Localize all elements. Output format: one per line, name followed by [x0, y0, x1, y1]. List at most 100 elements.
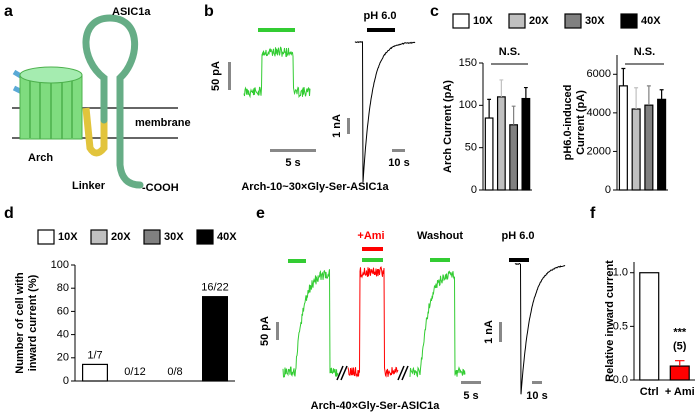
annotation: N.S.: [634, 46, 655, 58]
caption: Arch-40×Gly-Ser-ASIC1a: [311, 400, 441, 412]
error-bar: [621, 67, 626, 86]
y-axis-label: Current (pA): [575, 90, 587, 155]
y-tick-label: 80: [57, 282, 69, 294]
error-bar: [675, 360, 685, 367]
bar: [496, 96, 506, 191]
legend-label: 30X: [585, 15, 605, 27]
y-axis-label: inward current (%): [27, 274, 39, 371]
annotation: N.S.: [499, 46, 520, 58]
y-tick-label: 0: [471, 184, 477, 196]
legend-label: 20X: [529, 15, 549, 27]
bar: [81, 363, 108, 382]
diagram-label: ASIC1a: [112, 6, 151, 18]
scale-label: 10 s: [526, 390, 547, 402]
trace-panel: 50 pA 5 s pH 6.0 1 nA 10 s Arch-10~30×Gl…: [210, 10, 410, 193]
stimulus-label: pH 6.0: [501, 230, 534, 242]
legend-label: 40X: [641, 15, 661, 27]
legend-swatch: [508, 13, 526, 29]
error-bar: [511, 105, 516, 125]
legend-label: 10X: [58, 231, 78, 243]
legend-swatch: [196, 229, 214, 245]
panel-label: b: [204, 3, 214, 20]
y-tick-label: 6000: [587, 68, 611, 80]
diagram-label: Arch: [28, 152, 53, 164]
legend-label: 20X: [111, 231, 131, 243]
annotation: ***: [673, 327, 687, 339]
scale-label: 5 s: [285, 157, 300, 169]
error-bar: [487, 98, 492, 119]
trace: [282, 269, 339, 378]
trace: [514, 262, 566, 395]
scale-label: 1 nA: [483, 320, 495, 344]
scale-label: 10 s: [388, 157, 409, 169]
stimulus-label: Washout: [417, 230, 463, 242]
diagram: ASIC1a membrane Arch Linker -COOH: [12, 6, 191, 194]
legend-swatch: [37, 229, 55, 245]
panel-label: c: [430, 3, 439, 20]
y-axis-label: pH6.0-induced: [562, 85, 574, 161]
bar: [639, 272, 660, 381]
y-tick-label: 40: [57, 329, 69, 341]
legend-label: 40X: [217, 231, 237, 243]
bar: [202, 296, 229, 382]
y-tick-label: 4000: [587, 107, 611, 119]
x-tick-label: Ctrl: [640, 386, 659, 398]
trace: [409, 270, 466, 378]
y-tick-label: 60: [57, 305, 69, 317]
error-bar: [499, 79, 504, 97]
trace-panel: +Ami Washout pH 6.0 50 pA 1 nA 5 s 10 s …: [259, 230, 548, 412]
trace: [354, 41, 416, 183]
stimulus-label: pH 6.0: [363, 10, 396, 22]
diagram-label: -COOH: [142, 182, 179, 194]
legend-swatch: [452, 13, 470, 29]
bar: [644, 104, 654, 191]
bar: [521, 97, 531, 191]
bar: [631, 108, 641, 191]
y-tick-label: 0.0: [613, 374, 628, 386]
bar: [509, 124, 519, 191]
x-tick-label: + Ami: [665, 386, 695, 398]
trace: [243, 46, 311, 99]
panel-label: f: [590, 205, 596, 222]
y-axis-label: Relative inward current: [604, 260, 616, 382]
drug-label: +Ami: [357, 230, 384, 242]
error-bar: [646, 85, 651, 106]
legend-swatch: [143, 229, 161, 245]
trace: [347, 266, 399, 378]
legend-label: 10X: [473, 15, 493, 27]
error-bar: [659, 89, 664, 100]
scale-label: 1 nA: [331, 114, 343, 138]
diagram-label: Linker: [72, 180, 106, 192]
y-tick-label: 20: [57, 352, 69, 364]
y-tick-label: 150: [459, 57, 477, 69]
caption: Arch-10~30×Gly-Ser-ASIC1a: [241, 181, 389, 193]
scale-label: 50 pA: [210, 61, 222, 91]
error-bar: [634, 87, 639, 109]
panel-label: d: [4, 205, 14, 222]
y-tick-label: 0: [605, 184, 611, 196]
value-label: 0/8: [167, 366, 182, 378]
bar: [657, 98, 667, 191]
y-axis-label: Arch Current (pA): [442, 80, 454, 173]
bar: [618, 85, 628, 191]
n-label: (5): [673, 341, 687, 353]
scale-label: 50 pA: [259, 316, 271, 346]
y-tick-label: 0: [63, 375, 69, 387]
y-axis-label: Number of cell with: [14, 272, 26, 374]
panel-label: a: [4, 3, 13, 20]
diagram-label: membrane: [135, 117, 191, 129]
y-tick-label: 0.5: [613, 320, 628, 332]
legend-swatch: [564, 13, 582, 29]
y-tick-label: 1.0: [613, 267, 628, 279]
value-label: 1/7: [87, 349, 102, 361]
error-bar: [523, 86, 528, 99]
value-label: 16/22: [201, 282, 229, 294]
legend-swatch: [620, 13, 638, 29]
legend-swatch: [90, 229, 108, 245]
bar: [669, 365, 690, 381]
y-tick-label: 50: [465, 142, 477, 154]
y-tick-label: 2000: [587, 145, 611, 157]
y-tick-label: 100: [51, 259, 69, 271]
legend-label: 30X: [164, 231, 184, 243]
